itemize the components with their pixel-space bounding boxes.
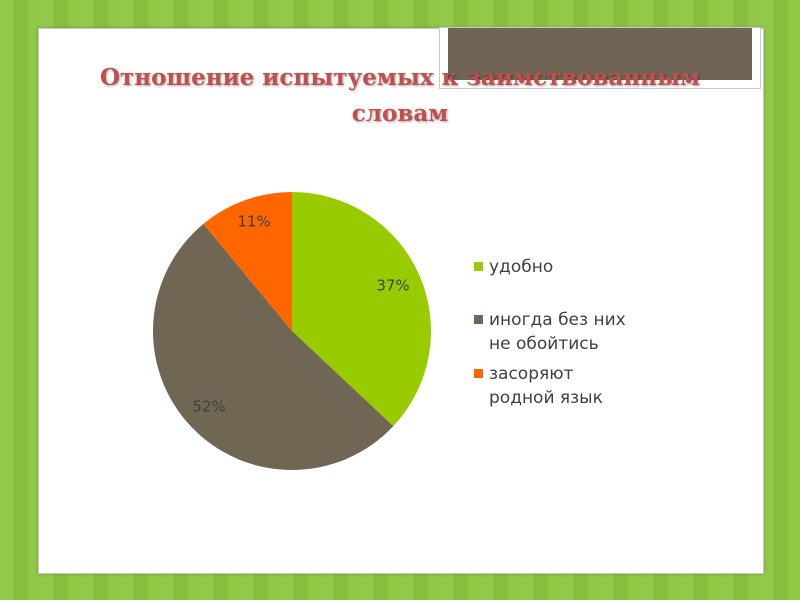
slide-title: Отношение испытуемых к заимствованным сл…	[60, 60, 740, 132]
slide-header-tab	[439, 27, 761, 89]
legend-label-2-line-1: иногда без них	[489, 310, 626, 330]
pie-slice-3	[203, 192, 292, 331]
legend-label-3-line-1: засоряют	[489, 364, 574, 384]
slide-header-tab-fill	[448, 28, 752, 80]
pie-slice-1	[292, 192, 432, 427]
slide-title-line-1: Отношение испытуемых к заимствованным	[99, 64, 701, 91]
pie-data-label-2: 52%	[192, 398, 225, 416]
legend-label-1-line-1: удобно	[489, 257, 553, 277]
legend-swatch-1	[474, 262, 483, 271]
legend-swatch-2	[474, 315, 483, 324]
slide-title-line-2: словам	[351, 100, 449, 127]
legend-swatch-3	[474, 369, 483, 378]
pie-data-label-1: 37%	[376, 277, 409, 295]
pie-slice-2	[152, 223, 394, 471]
pie-data-label-3: 11%	[237, 213, 270, 231]
legend-label-3-line-2: родной язык	[489, 388, 603, 408]
legend-label-2-line-2: не обойтись	[489, 334, 599, 354]
